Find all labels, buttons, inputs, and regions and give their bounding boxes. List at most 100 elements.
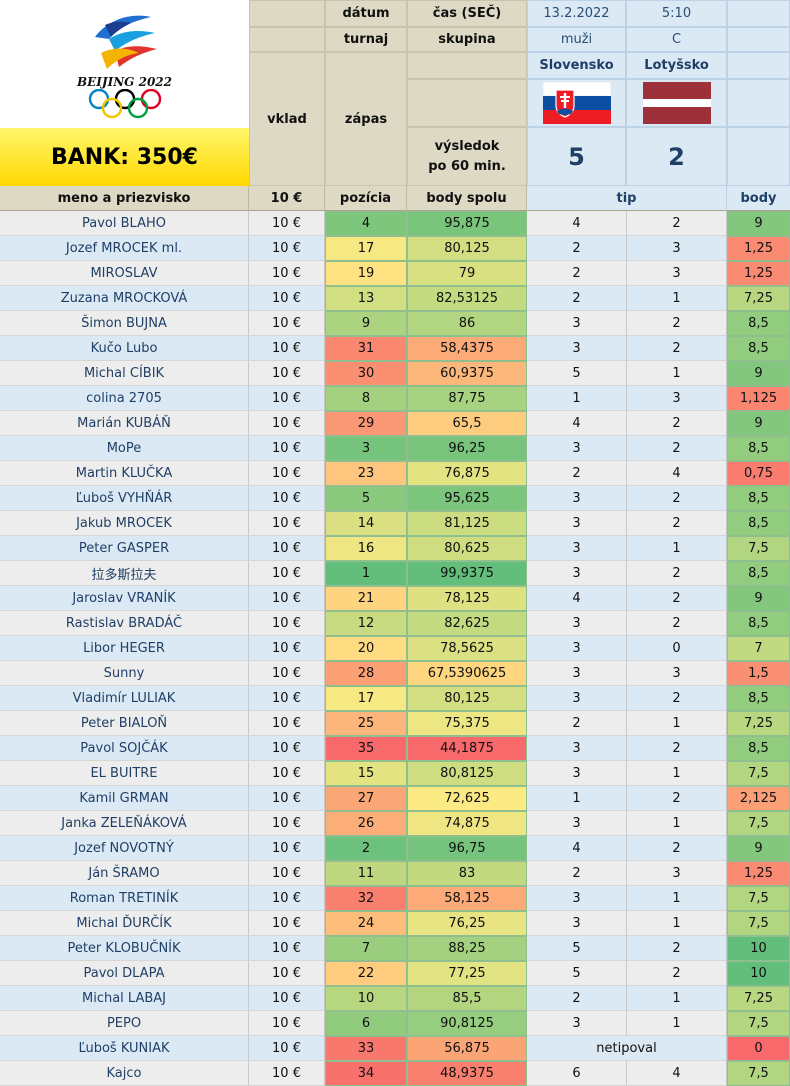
player-name: Marián KUBÁŇ [0,411,249,436]
col-header-body-spolu: body spolu [407,186,527,211]
tip-home-score: 2 [527,461,627,486]
tip-home-score: 3 [527,1011,627,1036]
tip-home-score: 5 [527,936,627,961]
total-points-value: 81,125 [407,511,527,536]
stake-value: 10 € [249,336,325,361]
tip-away-score: 2 [627,211,727,236]
position-value: 26 [325,811,407,836]
zapas-label: zápas [325,52,407,186]
stake-value: 10 € [249,1061,325,1086]
team2-score: 2 [626,127,727,186]
position-value: 19 [325,261,407,286]
match-points-value: 1,25 [727,236,790,261]
position-value: 21 [325,586,407,611]
tip-away-score: 4 [627,1061,727,1086]
tip-away-score: 2 [627,511,727,536]
tip-home-score: 3 [527,761,627,786]
player-name: PEPO [0,1011,249,1036]
player-name: Jakub MROCEK [0,511,249,536]
blank-cell [727,79,790,127]
blank-cell [727,127,790,186]
tip-home-score: 3 [527,611,627,636]
stake-value: 10 € [249,661,325,686]
match-points-value: 10 [727,936,790,961]
total-points-value: 76,875 [407,461,527,486]
tip-away-score: 2 [627,411,727,436]
position-value: 24 [325,911,407,936]
player-name: MoPe [0,436,249,461]
tip-home-score: 3 [527,686,627,711]
position-value: 8 [325,386,407,411]
player-name: Peter BIALOŇ [0,711,249,736]
tip-home-score: 1 [527,786,627,811]
player-name: Ján ŠRAMO [0,861,249,886]
match-points-value: 7,5 [727,1011,790,1036]
tip-home-score: 2 [527,711,627,736]
tip-home-score: 5 [527,961,627,986]
player-name: Sunny [0,661,249,686]
blank-cell [727,52,790,79]
total-points-value: 67,5390625 [407,661,527,686]
position-value: 15 [325,761,407,786]
stake-value: 10 € [249,761,325,786]
latvia-flag-icon [642,82,711,124]
total-points-value: 65,5 [407,411,527,436]
position-value: 2 [325,836,407,861]
tip-away-score: 3 [627,386,727,411]
tip-home-score: 3 [527,736,627,761]
stake-value: 10 € [249,236,325,261]
stake-value: 10 € [249,486,325,511]
blank-cell [407,79,527,127]
stake-value: 10 € [249,836,325,861]
tip-away-score: 2 [627,336,727,361]
match-points-value: 8,5 [727,311,790,336]
total-points-value: 72,625 [407,786,527,811]
col-header-pozicia: pozícia [325,186,407,211]
match-points-value: 10 [727,961,790,986]
player-name: Zuzana MROCKOVÁ [0,286,249,311]
stake-value: 10 € [249,1036,325,1061]
total-points-value: 80,125 [407,686,527,711]
stake-value: 10 € [249,911,325,936]
total-points-value: 80,8125 [407,761,527,786]
position-value: 34 [325,1061,407,1086]
vklad-label: vklad [249,52,325,186]
tip-away-score: 0 [627,636,727,661]
col-header-meno: meno a priezvisko [0,186,249,211]
tip-away-score: 2 [627,311,727,336]
player-name: MIROSLAV [0,261,249,286]
total-points-value: 75,375 [407,711,527,736]
position-value: 22 [325,961,407,986]
match-points-value: 2,125 [727,786,790,811]
stake-value: 10 € [249,511,325,536]
tip-away-score: 2 [627,611,727,636]
player-name: Kajco [0,1061,249,1086]
turnaj-label: turnaj [325,27,407,52]
team2-name: Lotyšsko [626,52,727,79]
bank-total: BANK: 350€ [0,128,249,186]
logo-text: BEIJING 2022 [77,75,172,89]
tip-home-score: 3 [527,336,627,361]
position-value: 5 [325,486,407,511]
tip-away-score: 2 [627,486,727,511]
tip-away-score: 2 [627,586,727,611]
tip-away-score: 1 [627,361,727,386]
total-points-value: 95,875 [407,211,527,236]
tip-away-score: 2 [627,936,727,961]
player-name: 拉多斯拉夫 [0,561,249,586]
position-value: 17 [325,686,407,711]
total-points-value: 86 [407,311,527,336]
match-points-value: 7,25 [727,286,790,311]
position-value: 29 [325,411,407,436]
player-name: Pavol DLAPA [0,961,249,986]
position-value: 10 [325,986,407,1011]
total-points-value: 83 [407,861,527,886]
total-points-value: 76,25 [407,911,527,936]
vysledok-line1: výsledok [434,138,500,154]
tip-away-score: 2 [627,436,727,461]
stake-value: 10 € [249,861,325,886]
skupina-value: C [626,27,727,52]
player-name: Jozef MROCEK ml. [0,236,249,261]
total-points-value: 48,9375 [407,1061,527,1086]
stake-value: 10 € [249,361,325,386]
